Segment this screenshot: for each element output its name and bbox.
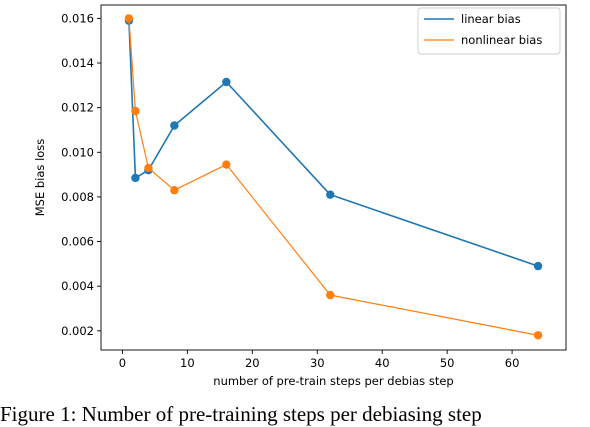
y-tick-label: 0.014: [61, 56, 94, 70]
data-point-nonlinear-bias: [533, 331, 543, 340]
y-axis-label: MSE bias loss: [33, 139, 47, 217]
figure-caption: Figure 1: Number of pre-training steps p…: [0, 402, 482, 426]
legend-label-nonlinear-bias: nonlinear bias: [461, 33, 542, 47]
y-tick-label: 0.004: [61, 279, 94, 293]
y-tick-label: 0.012: [61, 101, 94, 115]
series-line-nonlinear-bias: [128, 18, 539, 336]
y-axis-ticks: 0.002 0.004 0.006 0.008 0.010 0.012 0.014 0.016: [61, 11, 101, 338]
data-point-linear-bias: [131, 173, 140, 183]
x-tick-label: 20: [245, 356, 260, 370]
x-tick-label: 60: [505, 356, 520, 370]
y-tick-label: 0.016: [61, 11, 94, 25]
legend-label-linear-bias: linear bias: [461, 12, 521, 26]
data-point-linear-bias: [170, 121, 179, 130]
data-point-linear-bias: [222, 77, 231, 87]
data-point-nonlinear-bias: [170, 186, 179, 195]
x-tick-label: 50: [440, 356, 455, 370]
x-axis-ticks: 0 10 20 30 40 50 60: [119, 350, 520, 370]
series-layer: [124, 14, 543, 340]
legend: linear bias nonlinear bias: [417, 7, 561, 55]
data-point-linear-bias: [326, 190, 335, 199]
data-point-nonlinear-bias: [124, 14, 134, 23]
x-tick-label: 10: [180, 356, 195, 370]
x-axis-label: number of pre-train steps per debias ste…: [213, 374, 453, 388]
y-tick-label: 0.008: [61, 190, 94, 204]
y-tick-label: 0.006: [61, 235, 94, 249]
x-tick-label: 30: [310, 356, 325, 370]
plot-frame: [100, 4, 567, 351]
data-point-nonlinear-bias: [131, 106, 140, 116]
x-tick-label: 40: [375, 356, 390, 370]
series-line-linear-bias: [128, 20, 539, 267]
data-point-nonlinear-bias: [326, 290, 335, 300]
y-tick-label: 0.010: [61, 145, 94, 159]
data-point-nonlinear-bias: [222, 160, 231, 169]
y-tick-label: 0.002: [61, 324, 94, 338]
data-point-linear-bias: [533, 261, 543, 271]
line-chart: 0 10 20 30 40 50 60 0.0020.0040.0060.0080.0100…: [33, 4, 567, 388]
x-tick-label: 0: [119, 356, 126, 370]
data-point-nonlinear-bias: [144, 163, 153, 173]
